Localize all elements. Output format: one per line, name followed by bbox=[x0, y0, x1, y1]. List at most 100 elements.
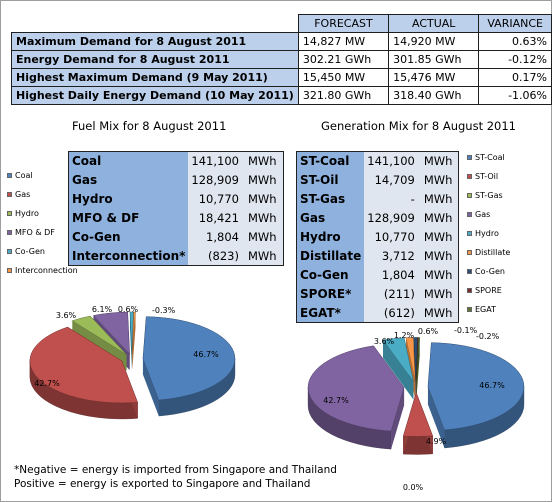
mix-row-value: (211) bbox=[364, 284, 418, 304]
mix-table-row: Distillate 3,712 MWh bbox=[296, 246, 459, 266]
mix-row-unit: MWh bbox=[241, 170, 284, 190]
pie-slice bbox=[71, 315, 127, 355]
mix-row-unit: MWh bbox=[241, 227, 284, 247]
mix-row-name: Gas bbox=[296, 208, 365, 228]
mix-row-name: Co-Gen bbox=[68, 227, 189, 247]
summary-row-forecast: 15,450 MW bbox=[297, 68, 390, 87]
legend-label: SPORE bbox=[475, 286, 502, 295]
slice-data-label: 0.0% bbox=[403, 483, 424, 492]
summary-row: Highest Daily Energy Demand (10 May 2011… bbox=[11, 86, 552, 105]
summary-row-actual: 301.85 GWh bbox=[388, 50, 480, 69]
pie-slice bbox=[413, 337, 418, 382]
footnote-line: *Negative = energy is imported from Sing… bbox=[14, 464, 337, 476]
demand-summary-table: FORECAST ACTUAL VARIANCE Maximum Demand … bbox=[11, 14, 552, 105]
legend-swatch bbox=[7, 230, 12, 235]
fuel-mix-pie-chart: 46.7% 42.7% 3.6% 6.1% 0.6% -0.3% bbox=[29, 305, 236, 420]
slice-data-label: 4.9% bbox=[426, 437, 447, 446]
legend-swatch bbox=[467, 250, 472, 255]
mix-row-name: EGAT* bbox=[296, 303, 365, 323]
legend-swatch bbox=[467, 193, 472, 198]
mix-row-unit: MWh bbox=[417, 227, 459, 247]
pie-slice-edge bbox=[132, 312, 136, 370]
summary-row-variance: -0.12% bbox=[478, 50, 552, 69]
mix-table-row: Co-Gen 1,804 MWh bbox=[68, 227, 284, 247]
mix-row-unit: MWh bbox=[417, 284, 459, 304]
legend-item: Co-Gen bbox=[467, 267, 510, 277]
legend-label: Co-Gen bbox=[15, 247, 45, 256]
legend-item: Gas bbox=[7, 190, 78, 200]
summary-row-label: Highest Daily Energy Demand (10 May 2011… bbox=[11, 86, 299, 105]
slice-data-label: 46.7% bbox=[479, 381, 505, 390]
mix-row-unit: MWh bbox=[417, 265, 459, 285]
summary-row-forecast: 14,827 MW bbox=[297, 32, 390, 51]
mix-row-name: Distillate bbox=[296, 246, 365, 266]
summary-corner-cell bbox=[11, 14, 299, 33]
summary-row-actual: 15,476 MW bbox=[388, 68, 480, 87]
mix-row-unit: MWh bbox=[241, 208, 284, 228]
mix-row-value: (612) bbox=[364, 303, 418, 323]
legend-swatch bbox=[467, 155, 472, 160]
legend-item: ST-Coal bbox=[467, 153, 510, 163]
summary-row-forecast: 321.80 GWh bbox=[297, 86, 390, 105]
mix-row-unit: MWh bbox=[241, 246, 284, 266]
mix-row-name: Hydro bbox=[296, 227, 365, 247]
legend-swatch bbox=[467, 288, 472, 293]
mix-table-row: SPORE* (211) MWh bbox=[296, 284, 459, 304]
pie-slice bbox=[427, 342, 525, 431]
mix-table-row: Gas 128,909 MWh bbox=[68, 170, 284, 190]
mix-row-value: 128,909 bbox=[364, 208, 418, 228]
legend-swatch bbox=[467, 174, 472, 179]
fuel-mix-legend: Coal Gas Hydro MFO & DF Co-Gen Interconnectio… bbox=[7, 171, 78, 285]
generation-mix-title: Generation Mix for 8 August 2011 bbox=[321, 119, 516, 133]
summary-row-label: Maximum Demand for 8 August 2011 bbox=[11, 32, 299, 51]
mix-table-row: MFO & DF 18,421 MWh bbox=[68, 208, 284, 228]
mix-row-unit: MWh bbox=[241, 151, 284, 171]
legend-item: MFO & DF bbox=[7, 228, 78, 238]
legend-item: SPORE bbox=[467, 286, 510, 296]
summary-row-variance: 0.63% bbox=[478, 32, 552, 51]
summary-row-forecast: 302.21 GWh bbox=[297, 50, 390, 69]
legend-swatch bbox=[7, 249, 12, 254]
legend-label: Gas bbox=[475, 210, 491, 219]
legend-label: Interconnection bbox=[15, 266, 78, 275]
mix-table-row: ST-Oil 14,709 MWh bbox=[296, 170, 459, 190]
header-forecast: FORECAST bbox=[297, 14, 390, 33]
legend-item: ST-Gas bbox=[467, 191, 510, 201]
slice-data-label: -0.2% bbox=[476, 332, 500, 341]
pie-slice bbox=[142, 316, 236, 401]
pie-slice bbox=[382, 337, 414, 382]
legend-label: ST-Coal bbox=[475, 153, 505, 162]
mix-table-row: Hydro 10,770 MWh bbox=[296, 227, 459, 247]
mix-row-name: ST-Coal bbox=[296, 151, 365, 171]
mix-row-value: 18,421 bbox=[188, 208, 242, 228]
mix-row-value: (823) bbox=[188, 246, 242, 266]
mix-row-unit: MWh bbox=[417, 303, 459, 323]
pie-slice-edge bbox=[391, 387, 405, 450]
legend-swatch bbox=[7, 173, 12, 178]
mix-row-unit: MWh bbox=[417, 208, 459, 228]
pie-slice bbox=[29, 326, 139, 404]
legend-item: EGAT bbox=[467, 305, 510, 315]
slice-data-label: 3.6% bbox=[56, 311, 77, 320]
mix-row-value: 10,770 bbox=[364, 227, 418, 247]
generation-mix-pie-chart: 46.7% 4.9% 0.0% 42.7% 3.6%1.2% 0.6% -0.1%-0.2% bbox=[307, 326, 525, 492]
mix-row-unit: MWh bbox=[417, 151, 459, 171]
footnote-line: Positive = energy is exported to Singapo… bbox=[14, 478, 311, 490]
mix-row-unit: MWh bbox=[241, 189, 284, 209]
summary-row-label: Highest Maximum Demand (9 May 2011) bbox=[11, 68, 299, 87]
legend-item: Hydro bbox=[467, 229, 510, 239]
legend-swatch bbox=[467, 307, 472, 312]
mix-table-row: Co-Gen 1,804 MWh bbox=[296, 265, 459, 285]
summary-row-actual: 318.40 GWh bbox=[388, 86, 480, 105]
legend-swatch bbox=[467, 212, 472, 217]
summary-row-actual: 14,920 MW bbox=[388, 32, 480, 51]
legend-label: Co-Gen bbox=[475, 267, 505, 276]
mix-row-name: Interconnection* bbox=[68, 246, 189, 266]
pie-slice-edge bbox=[383, 339, 414, 400]
fuel-mix-title: Fuel Mix for 8 August 2011 bbox=[72, 119, 227, 133]
pie-slice-edge bbox=[427, 386, 445, 448]
mix-row-value: 1,804 bbox=[188, 227, 242, 247]
legend-item: Interconnection bbox=[7, 266, 78, 276]
slice-data-label: 3.6% bbox=[374, 337, 395, 346]
generation-mix-table: ST-Coal 141,100 MWh ST-Oil 14,709 MWh ST-Gas - M… bbox=[296, 151, 460, 323]
